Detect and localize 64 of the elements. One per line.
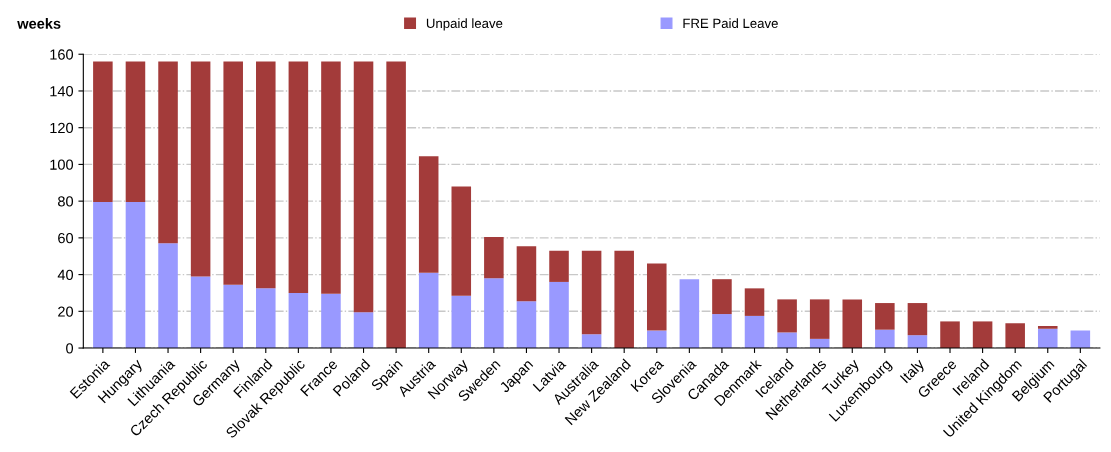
bar bbox=[353, 312, 374, 349]
bar bbox=[549, 250, 569, 282]
bar bbox=[125, 202, 146, 349]
bar bbox=[353, 61, 374, 313]
bar bbox=[581, 250, 602, 335]
bar bbox=[712, 314, 732, 349]
bar bbox=[288, 292, 309, 349]
bar bbox=[777, 299, 797, 333]
bar bbox=[777, 332, 797, 349]
y-tick-label: 80 bbox=[58, 196, 74, 207]
bar bbox=[484, 278, 504, 349]
bar bbox=[842, 299, 863, 349]
bar bbox=[93, 202, 113, 349]
bar bbox=[484, 236, 504, 279]
bar bbox=[647, 330, 667, 349]
bar bbox=[223, 61, 243, 285]
bar bbox=[190, 61, 211, 277]
bar bbox=[549, 281, 569, 349]
bar bbox=[875, 329, 895, 349]
bar bbox=[907, 335, 928, 349]
bar bbox=[288, 61, 309, 293]
bar bbox=[386, 61, 406, 349]
bar bbox=[256, 288, 276, 349]
bar bbox=[679, 279, 700, 349]
y-tick-label: 160 bbox=[50, 49, 74, 60]
bar bbox=[125, 61, 146, 203]
y-tick-label: 40 bbox=[57, 269, 74, 281]
bar bbox=[93, 61, 113, 203]
bar bbox=[907, 303, 928, 336]
bar bbox=[516, 301, 537, 349]
bar bbox=[744, 315, 765, 349]
bar bbox=[516, 246, 537, 302]
bar bbox=[451, 186, 472, 296]
bar bbox=[581, 334, 602, 349]
bar bbox=[223, 284, 243, 349]
bar bbox=[1037, 328, 1058, 349]
bar bbox=[614, 250, 634, 349]
y-tick-label: 120 bbox=[50, 122, 74, 134]
bar bbox=[1005, 323, 1025, 349]
bar bbox=[158, 61, 178, 244]
y-tick-label: 100 bbox=[50, 159, 74, 170]
bar bbox=[190, 276, 211, 349]
bar bbox=[451, 295, 472, 349]
bar bbox=[1037, 326, 1058, 329]
legend-label: FRE Paid Leave bbox=[683, 18, 778, 29]
bar bbox=[256, 61, 276, 289]
y-axis-title: weeks bbox=[17, 18, 61, 29]
bar bbox=[321, 293, 341, 349]
bar bbox=[809, 299, 830, 339]
bar bbox=[712, 279, 732, 315]
y-tick-label: 140 bbox=[50, 86, 74, 97]
y-tick-label: 60 bbox=[58, 232, 74, 244]
legend-label: Unpaid leave bbox=[426, 18, 503, 31]
bar bbox=[321, 61, 341, 294]
bar bbox=[418, 272, 439, 349]
bar bbox=[744, 288, 765, 316]
bar bbox=[875, 303, 895, 330]
y-tick-label: 20 bbox=[58, 306, 74, 317]
bar bbox=[418, 156, 439, 273]
bar bbox=[647, 263, 667, 331]
bar bbox=[158, 243, 178, 349]
bar bbox=[972, 321, 993, 349]
y-tick-label: 0 bbox=[66, 343, 74, 354]
bar bbox=[940, 321, 960, 349]
